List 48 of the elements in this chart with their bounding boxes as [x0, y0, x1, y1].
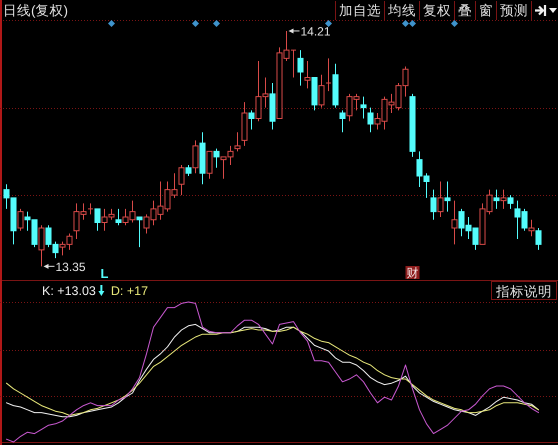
candlestick — [493, 189, 500, 210]
text: 窗 — [479, 3, 493, 18]
candlestick — [528, 219, 535, 237]
candlestick — [17, 208, 24, 232]
chart-title: 日线(复权) — [3, 3, 68, 18]
candlestick — [213, 148, 220, 168]
candlestick — [437, 180, 444, 218]
candlestick — [269, 82, 276, 130]
candlestick — [325, 58, 332, 92]
text: 复权 — [423, 3, 451, 18]
candlestick — [304, 60, 311, 89]
annotation: L — [100, 266, 109, 281]
text: 指标说明 — [495, 284, 552, 299]
candlestick — [297, 50, 304, 86]
annotation: 14.21 — [300, 24, 331, 38]
candlestick — [360, 96, 367, 120]
candlestick — [535, 228, 542, 250]
candlestick — [500, 189, 507, 210]
candlestick — [367, 107, 374, 133]
candlestick — [199, 132, 206, 185]
annotation: 13.35 — [56, 260, 86, 274]
candlestick — [38, 224, 45, 267]
candlestick — [444, 180, 451, 212]
candlestick — [87, 202, 94, 215]
candlestick — [430, 189, 437, 220]
candlestick — [451, 200, 458, 245]
legend: D: +17 — [110, 284, 148, 298]
text: 预测 — [500, 3, 528, 18]
candlestick — [192, 140, 199, 174]
candlestick — [318, 74, 325, 108]
candlestick — [115, 208, 122, 226]
candlestick — [332, 63, 339, 108]
candlestick — [311, 76, 318, 111]
legend: K: +13.03 — [42, 284, 96, 298]
candlestick — [94, 208, 101, 232]
candlestick — [507, 194, 514, 210]
candlestick — [241, 102, 248, 146]
candlestick — [136, 216, 143, 248]
candlestick — [178, 164, 185, 196]
candlestick — [409, 93, 416, 158]
candlestick — [234, 132, 241, 152]
text: 加自选 — [339, 3, 381, 18]
candlestick — [185, 164, 192, 176]
text: 叠 — [458, 3, 472, 18]
text: 均线 — [387, 3, 416, 18]
candlestick — [206, 150, 213, 180]
candlestick — [248, 110, 255, 130]
candlestick — [339, 110, 346, 133]
